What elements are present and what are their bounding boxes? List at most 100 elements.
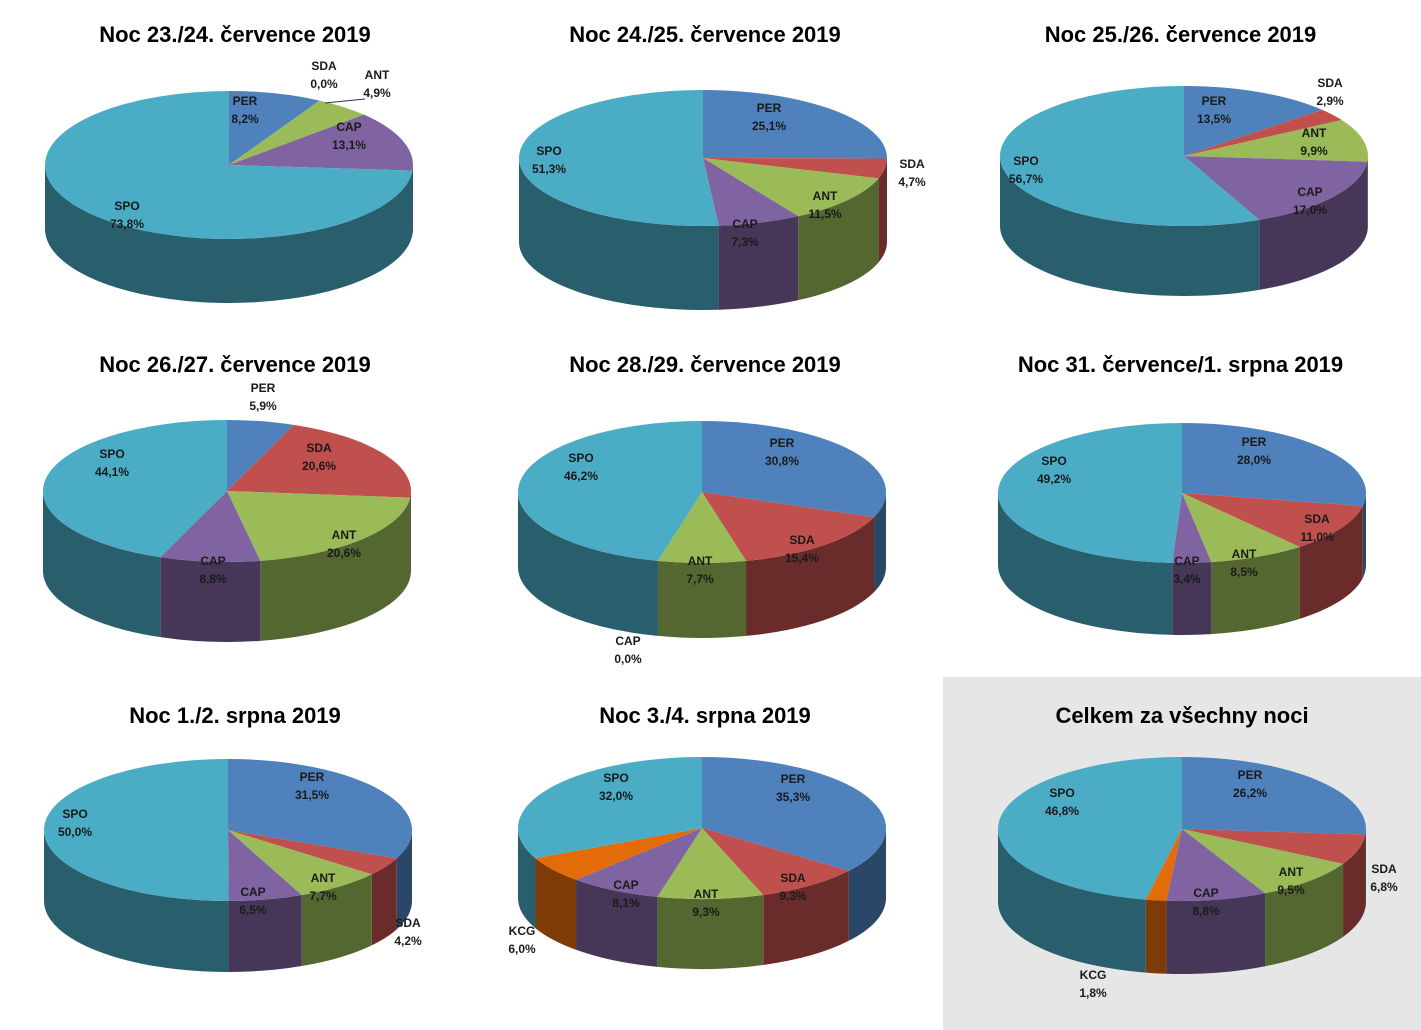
- slice-side-sda: [371, 858, 397, 946]
- data-label-ant: ANT 20,6%: [327, 528, 361, 560]
- data-label-sda: SDA 11,0%: [1300, 512, 1334, 544]
- slice-side-spo: [1000, 156, 1260, 296]
- pie-chart: PER 26,2% SDA 6,8% ANT 9,5% CAP 8,8% KCG 1,8% SPO 4…: [997, 757, 1398, 1000]
- slice-name: PER: [233, 94, 258, 108]
- slice-name: ANT: [311, 871, 336, 885]
- data-label-spo: SPO 50,0%: [58, 807, 92, 839]
- slice-value: 13,5%: [1197, 112, 1231, 126]
- data-label-sda: SDA 15,4%: [785, 533, 819, 565]
- slice-side-per: [396, 830, 412, 930]
- slice-name: SPO: [1049, 786, 1074, 800]
- pie-chart: PER 30,8% SDA 15,4% ANT 7,7% CAP 0,0% SPO 46,2%: [518, 421, 886, 666]
- slice-value: 50,0%: [58, 825, 92, 839]
- slice-name: ANT: [365, 68, 390, 82]
- data-label-cap: CAP 8,8%: [199, 554, 227, 586]
- slice-name: CAP: [336, 120, 361, 134]
- data-label-kcg: KCG 6,0%: [508, 924, 536, 956]
- slice-side-ant: [301, 874, 372, 967]
- pie-chart: PER 25,1% SDA 4,7% ANT 11,5% CAP 7,3% SPO 51,3%: [519, 90, 926, 311]
- slice-cap: [229, 114, 413, 171]
- pie-sides: [44, 830, 412, 972]
- slice-spo: [1000, 86, 1260, 226]
- slice-value: 28,0%: [1237, 453, 1271, 467]
- slice-name: PER: [1202, 94, 1227, 108]
- slice-value: 5,9%: [249, 399, 277, 413]
- slice-value: 4,7%: [898, 175, 926, 189]
- pie-top: [1000, 86, 1368, 226]
- slice-kcg: [535, 828, 702, 880]
- pie-sides: [1000, 156, 1368, 296]
- slice-spo: [45, 91, 413, 239]
- chart-panel-7: Noc 1./2. srpna 2019 PER 31,5% SDA 4,2% ANT 7…: [0, 680, 470, 1030]
- slice-ant: [1184, 119, 1368, 162]
- data-label-per: PER 13,5%: [1197, 94, 1231, 126]
- slice-cap: [1166, 829, 1266, 901]
- slice-value: 35,3%: [776, 790, 810, 804]
- slice-side-spo: [998, 493, 1173, 635]
- slice-value: 56,7%: [1009, 172, 1043, 186]
- slice-side-ant: [260, 497, 411, 641]
- slice-per: [702, 421, 886, 518]
- data-label-cap: CAP 13,1%: [332, 120, 366, 152]
- slice-side-cap: [1166, 893, 1266, 974]
- slice-value: 0,0%: [614, 652, 642, 666]
- pie-chart: PER 31,5% SDA 4,2% ANT 7,7% CAP 6,5% SPO 50,0%: [43, 759, 422, 972]
- pie-sides: [519, 158, 887, 311]
- slice-side-per: [874, 492, 886, 593]
- slice-name: SPO: [603, 771, 628, 785]
- slice-value: 46,2%: [564, 469, 598, 483]
- slice-spo: [518, 757, 702, 859]
- slice-side-per: [1365, 829, 1366, 908]
- slice-value: 49,2%: [1037, 472, 1071, 486]
- slice-ant: [703, 158, 879, 217]
- slice-side-spo: [518, 492, 658, 636]
- slice-value: 46,8%: [1045, 804, 1079, 818]
- slice-sda: [702, 828, 849, 895]
- slice-per: [229, 91, 320, 165]
- slice-name: SDA: [789, 533, 815, 547]
- slice-name: SDA: [395, 916, 421, 930]
- slice-name: KCG: [1080, 968, 1107, 982]
- slice-name: SDA: [1317, 76, 1343, 90]
- slice-ant: [228, 830, 372, 896]
- slice-ant: [1182, 829, 1344, 894]
- slice-side-per: [848, 828, 886, 941]
- data-label-ant: ANT 9,9%: [1300, 126, 1328, 158]
- slice-per: [227, 420, 294, 491]
- slice-name: SPO: [1013, 154, 1038, 168]
- slice-side-sda: [746, 517, 875, 636]
- slice-value: 7,7%: [686, 572, 714, 586]
- pie-top: [518, 421, 886, 563]
- slice-value: 30,8%: [765, 454, 799, 468]
- slice-per: [1184, 86, 1323, 156]
- data-label-sda: SDA 4,7%: [898, 157, 926, 189]
- data-label-spo: SPO 32,0%: [599, 771, 633, 803]
- slice-value: 9,9%: [1300, 144, 1328, 158]
- chart-title: Celkem za všechny noci: [1055, 703, 1309, 728]
- slice-value: 8,8%: [199, 572, 227, 586]
- data-label-spo: SPO 51,3%: [532, 144, 566, 176]
- slice-side-spo: [45, 165, 413, 304]
- slice-name: ANT: [1302, 126, 1327, 140]
- data-label-ant: ANT 9,5%: [1277, 865, 1305, 897]
- slice-name: CAP: [1174, 554, 1199, 568]
- data-label-sda: SDA 0,0%: [310, 59, 338, 91]
- slice-name: SPO: [99, 447, 124, 461]
- slice-value: 9,3%: [692, 905, 720, 919]
- slice-value: 31,5%: [295, 788, 329, 802]
- slice-sda: [227, 424, 412, 498]
- slice-value: 6,0%: [508, 942, 536, 956]
- slice-spo: [43, 759, 229, 901]
- data-label-sda: SDA 4,2%: [394, 916, 422, 948]
- slice-value: 4,2%: [394, 934, 422, 948]
- pie-chart: PER 5,9% SDA 20,6% ANT 20,6% CAP 8,8% SPO 44,1%: [42, 381, 412, 642]
- slice-value: 2,9%: [1316, 94, 1344, 108]
- chart-title: Noc 23./24. července 2019: [99, 22, 371, 47]
- slice-value: 0,0%: [310, 77, 338, 91]
- slice-per: [1182, 757, 1366, 835]
- slice-name: ANT: [813, 189, 838, 203]
- slice-value: 9,5%: [1277, 883, 1305, 897]
- slice-value: 73,8%: [110, 217, 144, 231]
- pie-top: [42, 420, 412, 562]
- chart-title: Noc 1./2. srpna 2019: [129, 703, 341, 728]
